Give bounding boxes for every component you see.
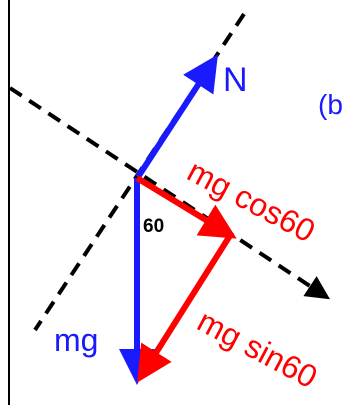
perpendicular-axis-dashed [8, 86, 331, 300]
cos-component-label: mg cos60 [182, 152, 321, 249]
normal-force-label: N [223, 61, 248, 99]
normal-force-arrow [135, 54, 218, 179]
part-label: (b [318, 89, 343, 120]
sin-component-arrow [137, 232, 234, 383]
cos-component-arrow [135, 175, 237, 239]
sin-component-label: mg sin60 [192, 302, 324, 395]
angle-label: 60 [143, 216, 164, 237]
weight-label: mg [54, 322, 98, 358]
